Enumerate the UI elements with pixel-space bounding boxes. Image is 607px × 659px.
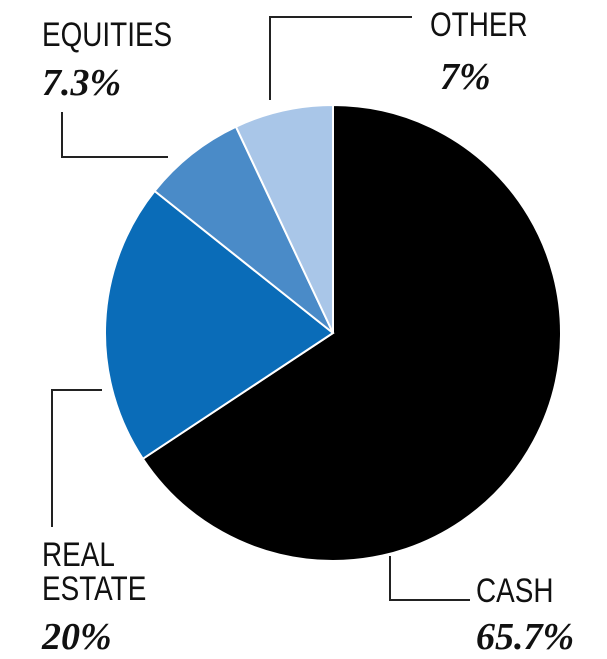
value-label: 7.3% <box>42 62 122 104</box>
value-label: 65.7% <box>476 616 575 658</box>
pie-slice <box>104 189 335 461</box>
value-label: 7% <box>440 56 491 98</box>
value-label: 20% <box>42 616 112 658</box>
slice-label: EQUITIES <box>42 16 173 54</box>
leader-line <box>51 389 102 527</box>
leader-lines <box>51 16 470 601</box>
slice-label: OTHER <box>430 6 528 44</box>
leader-line <box>61 112 168 158</box>
leader-line <box>269 16 412 100</box>
slice-label: REAL ESTATE <box>42 536 147 608</box>
pie-slice <box>234 103 334 334</box>
leader-line <box>389 556 470 601</box>
slice-label: CASH <box>476 572 554 610</box>
pie-slice <box>141 103 562 562</box>
pie-slice <box>153 125 334 334</box>
